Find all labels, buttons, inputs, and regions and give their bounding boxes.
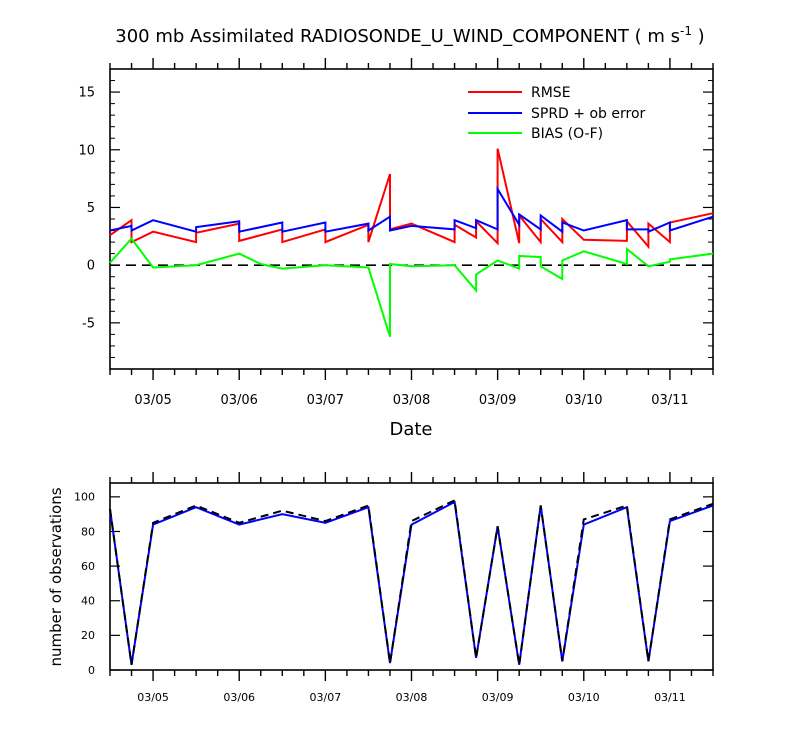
x-tick-label: 03/09 xyxy=(482,691,514,704)
rmse-line xyxy=(109,148,714,250)
y-tick-label: 100 xyxy=(74,491,95,504)
y-tick-label: 60 xyxy=(81,560,95,573)
y-tick-label: 20 xyxy=(81,629,95,642)
x-tick-label: 03/09 xyxy=(479,393,516,408)
x-tick-label: 03/08 xyxy=(396,691,428,704)
bias-line xyxy=(109,237,714,337)
x-tick-label: 03/07 xyxy=(307,393,344,408)
legend-label: BIAS (O-F) xyxy=(531,126,603,142)
plot-frame xyxy=(109,482,714,671)
y-tick-label: 0 xyxy=(87,259,95,274)
x-tick-label: 03/11 xyxy=(654,691,686,704)
x-tick-label: 03/11 xyxy=(651,393,688,408)
chart-title: 300 mb Assimilated RADIOSONDE_U_WIND_COM… xyxy=(115,24,704,47)
y-tick-label: 15 xyxy=(78,86,95,101)
x-tick-label: 03/10 xyxy=(568,691,600,704)
y-tick-label: 40 xyxy=(81,595,95,608)
x-tick-label: 03/06 xyxy=(223,691,255,704)
x-tick-label: 03/05 xyxy=(137,691,169,704)
x-tick-label: 03/06 xyxy=(220,393,257,408)
x-tick-label: 03/07 xyxy=(310,691,342,704)
bottom-chart: 0 20 40 60 80 100 03/05 03/06 03/07 03/08 03/09 03/… xyxy=(47,472,714,704)
x-tick-label: 03/10 xyxy=(565,393,602,408)
spread-line xyxy=(109,185,714,234)
top-chart: -5 0 5 10 15 03/05 03/06 03/07 03/08 03/09 03/10 03… xyxy=(78,24,714,440)
x-tick-label: 03/08 xyxy=(393,393,430,408)
legend-label: SPRD + ob error xyxy=(531,106,646,122)
x-axis-label: Date xyxy=(389,419,432,440)
x-tick-label: 03/05 xyxy=(134,393,171,408)
y-axis-label: number of observations xyxy=(47,487,65,666)
y-tick-label: 80 xyxy=(81,525,95,538)
y-tick-label: -5 xyxy=(82,316,95,331)
y-tick-label: 5 xyxy=(87,201,95,216)
observations-used-line xyxy=(109,500,714,665)
y-tick-label: 10 xyxy=(78,143,95,158)
y-tick-label: 0 xyxy=(88,664,95,677)
legend-label: RMSE xyxy=(531,85,571,101)
